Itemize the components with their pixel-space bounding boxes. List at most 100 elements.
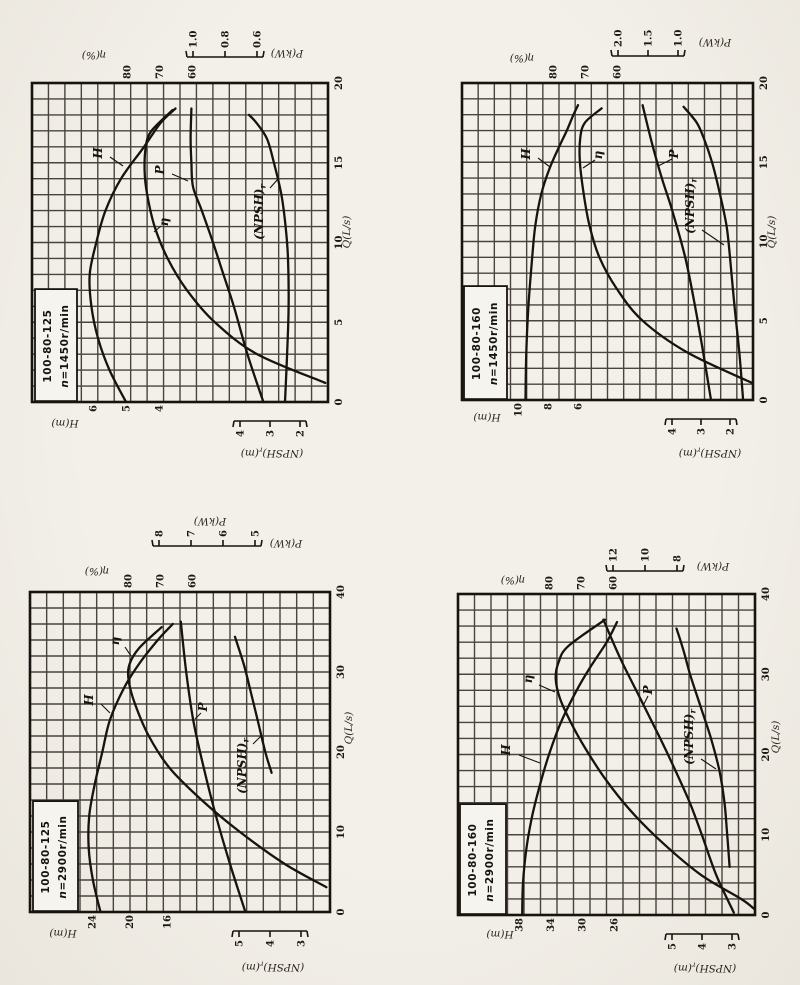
scale-tick-label: 4 [155, 405, 166, 412]
curve-label-leader [194, 712, 202, 720]
scale-bracket [664, 933, 740, 941]
pump-chart-100-80-125-2900: 100-80-125 n=2900r/min 0 10 20 30 40 Q(L/s) 24 20… [20, 497, 366, 974]
axis-title: (NPSH)r(m) [242, 960, 304, 974]
model-label: 100-80-160 [471, 307, 483, 380]
curve-label-leader [252, 734, 263, 745]
speed-label: n=1450r/min [59, 304, 71, 387]
scale-tick-label: 8 [155, 530, 166, 537]
curve-label-leader [700, 758, 717, 770]
curve-label-H: H [91, 147, 105, 160]
scale-tick-label: 60 [188, 65, 199, 79]
scale-bracket [185, 50, 265, 58]
scale-tick-label: 24 [88, 915, 99, 929]
curve-NPSHr [675, 627, 731, 869]
curve-η [143, 108, 327, 385]
scale-tick-label: 6 [219, 530, 230, 537]
curve-label-leader [171, 173, 189, 182]
q-tick-label: 20 [336, 745, 347, 759]
q-axis-title: Q(L/s) [341, 216, 353, 249]
curve-label-leader [124, 646, 132, 657]
axis-title: H(m) [473, 411, 501, 423]
curve-label-P: P [196, 702, 210, 713]
curve-label-η: η [108, 636, 122, 645]
curve-label-NPSHr: (NPSH)r [252, 184, 268, 240]
axis-title: (NPSH)r(m) [241, 446, 303, 460]
axis-title: H(m) [486, 928, 514, 940]
axis-title: (NPSH)r(m) [674, 961, 736, 975]
curve-label-η: η [157, 217, 171, 226]
axis-title: P(kW) [699, 36, 732, 48]
curve-label-NPSHr: (NPSH)r [235, 738, 251, 794]
scale-tick-label: 2.0 [614, 30, 625, 47]
q-tick-label: 30 [336, 665, 347, 679]
scale-tick-label: 0.6 [253, 31, 264, 48]
q-tick-label: 10 [759, 235, 770, 249]
scale-bracket [664, 418, 738, 426]
scale-tick-label: 5 [668, 943, 679, 950]
axis-title: η(%) [501, 574, 525, 586]
scale-tick-label: 12 [609, 548, 620, 562]
axis-title: P(kW) [270, 537, 303, 549]
axis-title: H(m) [51, 417, 79, 429]
curve-label-leader [538, 684, 556, 693]
scale-tick-label: 3 [728, 943, 739, 950]
plot-border [460, 81, 755, 402]
curve-NPSHr [247, 113, 290, 404]
q-tick-label: 5 [759, 317, 770, 324]
curve-P [179, 620, 247, 914]
curve-label-P: P [153, 165, 167, 176]
curve-label-leader [537, 157, 551, 168]
scale-tick-label: 0.8 [221, 31, 232, 48]
curve-label-H: H [499, 744, 513, 757]
q-tick-label: 0 [336, 908, 347, 915]
model-label: 100-80-125 [40, 820, 52, 893]
scale-tick-label: 26 [609, 918, 620, 932]
model-label: 100-80-160 [467, 823, 479, 896]
scale-tick-label: 5 [235, 940, 246, 947]
q-tick-label: 20 [334, 76, 345, 90]
curve-label-leader [701, 229, 725, 246]
scale-tick-label: 38 [515, 918, 526, 932]
curve-label-P: P [641, 685, 655, 696]
curve-H [524, 104, 580, 402]
model-box [459, 803, 507, 916]
scale-bracket [231, 930, 309, 938]
scale-tick-label: 60 [613, 65, 624, 79]
scale-tick-label: 20 [125, 915, 136, 929]
curve-label-leader [269, 178, 279, 189]
model-box [32, 800, 79, 913]
plot-border [30, 81, 330, 404]
scale-tick-label: 80 [123, 65, 134, 79]
scale-tick-label: 6 [574, 403, 585, 410]
scale-tick-label: 34 [546, 918, 557, 932]
scale-tick-label: 2 [726, 428, 737, 435]
curve-label-leader [657, 158, 673, 167]
q-tick-label: 40 [761, 587, 772, 601]
axis-title: η(%) [510, 52, 534, 64]
scale-bracket [151, 539, 263, 547]
scale-tick-label: 3 [266, 430, 277, 437]
scale-tick-label: 60 [609, 576, 620, 590]
scale-tick-label: 8 [544, 403, 555, 410]
curve-label-η: η [591, 150, 605, 159]
model-box [463, 285, 508, 401]
scale-tick-label: 70 [581, 65, 592, 79]
scale-tick-label: 10 [514, 403, 525, 417]
curve-η [578, 107, 753, 384]
q-tick-label: 0 [761, 911, 772, 918]
scale-tick-label: 3 [297, 940, 308, 947]
scale-bracket [605, 564, 685, 572]
scale-tick-label: 6 [89, 405, 100, 412]
q-tick-label: 15 [759, 155, 770, 169]
scale-tick-label: 16 [163, 915, 174, 929]
scale-bracket [610, 49, 686, 57]
scale-tick-label: 5 [122, 405, 133, 412]
curve-η [126, 626, 328, 889]
scale-tick-label: 2 [296, 430, 307, 437]
scale-tick-label: 1.0 [189, 31, 200, 48]
scale-tick-label: 70 [155, 65, 166, 79]
curve-label-P: P [667, 149, 681, 160]
scale-tick-label: 30 [578, 918, 589, 932]
curve-NPSHr [682, 105, 745, 402]
